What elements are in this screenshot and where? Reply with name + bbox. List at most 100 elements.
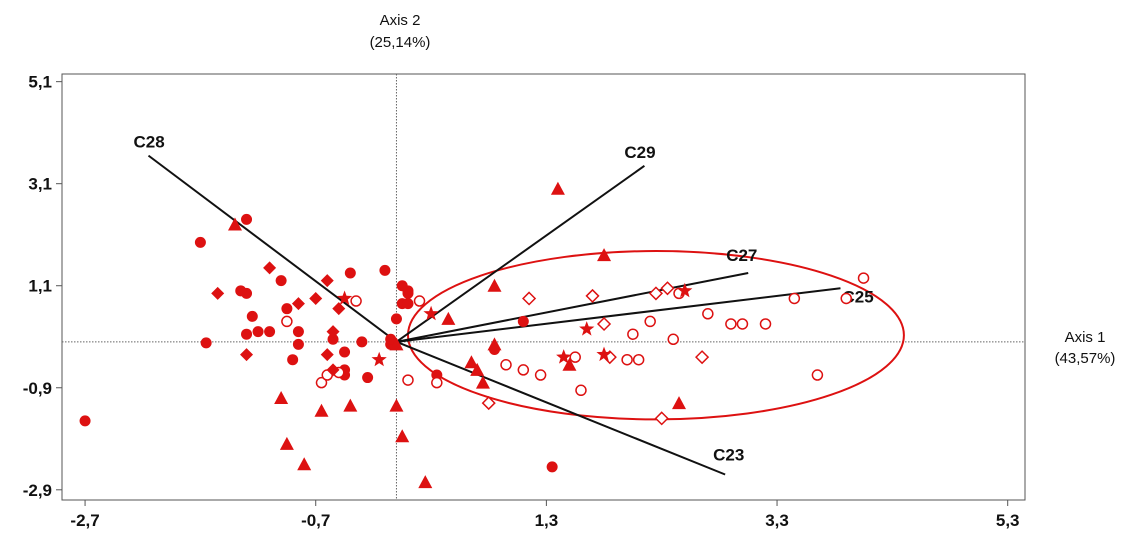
- point-open-circle: [534, 369, 547, 381]
- point-filled-triangle: [395, 429, 410, 443]
- point-star: [596, 346, 612, 362]
- point-open-circle: [281, 315, 293, 328]
- point-open-circle: [811, 369, 824, 381]
- point-open-circle: [350, 295, 362, 307]
- point-open-diamond: [585, 288, 600, 303]
- point-open-circle: [575, 384, 587, 397]
- point-open-circle: [517, 364, 530, 376]
- point-filled-circle: [200, 337, 212, 349]
- point-filled-triangle: [487, 278, 502, 292]
- point-filled-circle: [292, 338, 304, 350]
- point-filled-triangle: [274, 390, 289, 404]
- plot-frame: [61, 73, 1026, 501]
- point-filled-circle: [287, 354, 299, 366]
- point-filled-circle: [362, 372, 374, 384]
- point-open-circle: [621, 353, 633, 366]
- point-filled-circle: [402, 287, 414, 299]
- axis2-title: Axis 2: [380, 12, 421, 29]
- point-filled-circle: [252, 326, 264, 338]
- point-filled-triangle: [279, 436, 294, 450]
- point-open-circle: [402, 374, 414, 386]
- point-filled-triangle: [550, 181, 565, 195]
- point-filled-circle: [402, 298, 414, 310]
- x-tick-label: -2,7: [70, 511, 99, 530]
- point-filled-circle: [292, 326, 304, 338]
- vector-c28: [147, 154, 398, 343]
- point-filled-circle: [246, 310, 258, 322]
- point-filled-diamond: [332, 302, 346, 316]
- point-open-circle: [725, 318, 737, 330]
- point-filled-circle: [517, 315, 529, 327]
- x-tick-label: -0,7: [301, 511, 330, 530]
- group-ellipse: [406, 250, 905, 421]
- point-filled-circle: [235, 285, 247, 297]
- point-open-diamond: [596, 316, 612, 332]
- point-filled-triangle: [343, 398, 358, 412]
- point-filled-circle: [241, 328, 253, 340]
- vector-c29: [395, 165, 645, 343]
- point-star: [371, 351, 387, 367]
- x-axis-ticks: -2,7 -0,7 1,3 3,3 5,3: [70, 500, 1020, 530]
- data-points: [79, 181, 870, 489]
- point-open-circle: [413, 295, 426, 307]
- point-filled-triangle: [464, 355, 479, 369]
- point-filled-diamond: [320, 274, 334, 288]
- point-open-circle: [857, 272, 870, 284]
- x-tick-label: 1,3: [535, 511, 559, 530]
- point-open-circle: [667, 333, 679, 346]
- point-filled-circle: [356, 336, 368, 348]
- point-open-circle: [736, 318, 749, 330]
- point-open-circle: [702, 308, 714, 320]
- vector-c27: [396, 271, 749, 343]
- point-filled-triangle: [562, 357, 577, 371]
- point-filled-triangle: [418, 475, 433, 489]
- point-filled-circle: [275, 275, 287, 287]
- point-filled-triangle: [227, 217, 242, 231]
- point-filled-triangle: [672, 396, 687, 410]
- point-open-circle: [431, 376, 443, 389]
- point-star: [677, 282, 693, 298]
- point-open-circle: [788, 292, 801, 305]
- point-filled-circle: [385, 333, 397, 345]
- point-star: [423, 305, 439, 321]
- vector-label-c23: C23: [713, 445, 744, 464]
- point-star: [579, 321, 595, 336]
- y-tick-label: 1,1: [28, 277, 52, 296]
- x-tick-label: 3,3: [765, 511, 789, 530]
- point-open-diamond: [481, 396, 496, 411]
- point-star: [336, 290, 353, 305]
- point-filled-diamond: [291, 297, 305, 311]
- point-filled-diamond: [309, 291, 323, 305]
- point-filled-triangle: [470, 362, 485, 376]
- y-tick-label: 5,1: [28, 73, 52, 92]
- point-filled-triangle: [441, 311, 456, 325]
- point-filled-circle: [379, 264, 391, 276]
- point-open-circle: [569, 351, 581, 363]
- point-filled-diamond: [326, 325, 340, 339]
- point-filled-diamond: [326, 363, 340, 377]
- point-filled-circle: [281, 303, 293, 315]
- point-filled-circle: [79, 415, 91, 427]
- axis1-title: Axis 1: [1065, 329, 1106, 346]
- point-open-diamond: [648, 286, 664, 301]
- point-filled-circle: [264, 326, 276, 338]
- y-tick-label: 3,1: [28, 175, 52, 194]
- point-open-diamond: [695, 350, 710, 365]
- point-filled-triangle: [487, 337, 502, 351]
- point-filled-circle: [396, 280, 408, 292]
- point-filled-circle: [241, 213, 253, 225]
- point-filled-circle: [344, 267, 356, 279]
- point-open-diamond: [522, 291, 537, 306]
- point-filled-triangle: [389, 398, 404, 412]
- point-filled-diamond: [240, 348, 254, 362]
- y-tick-label: -2,9: [23, 481, 52, 500]
- x-tick-label: 5,3: [996, 511, 1020, 530]
- point-open-diamond: [660, 281, 675, 296]
- point-filled-circle: [327, 333, 339, 345]
- axis1-subtitle: (43,57%): [1055, 350, 1116, 367]
- vector-c25: [396, 287, 841, 343]
- point-filled-circle: [339, 346, 351, 358]
- vector-label-c29: C29: [624, 143, 655, 162]
